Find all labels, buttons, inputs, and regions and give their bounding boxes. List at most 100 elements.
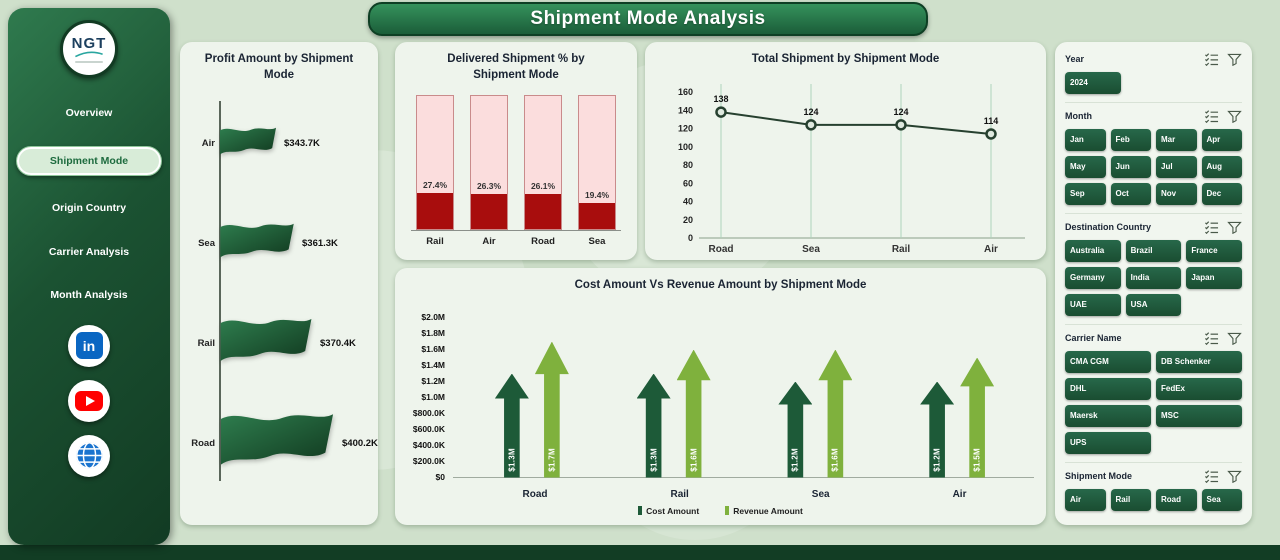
data-point-road[interactable]: [714, 105, 727, 118]
youtube-icon[interactable]: [68, 379, 110, 422]
checklist-icon[interactable]: [1204, 220, 1219, 234]
filter-funnel-icon[interactable]: [1227, 221, 1242, 234]
filter-funnel-icon[interactable]: [1227, 470, 1242, 483]
filter-option-air[interactable]: Air: [1065, 489, 1106, 511]
cost-amount-arrow-air[interactable]: $1.2M: [920, 381, 955, 478]
delivered-baseline: [411, 230, 621, 232]
filter-option-india[interactable]: India: [1125, 267, 1182, 289]
filter-option-usa[interactable]: USA: [1125, 294, 1182, 316]
app-logo: NGT: [60, 20, 118, 78]
filter-section-header: Month: [1065, 109, 1242, 123]
revenue-amount-arrow-sea[interactable]: $1.6M: [818, 349, 853, 478]
filter-option-cma-cgm[interactable]: CMA CGM: [1065, 351, 1151, 373]
filter-option-sep[interactable]: Sep: [1065, 183, 1106, 205]
data-point-sea[interactable]: [804, 118, 817, 131]
filter-option-nov[interactable]: Nov: [1156, 183, 1197, 205]
filter-option-oct[interactable]: Oct: [1110, 183, 1151, 205]
y-tick-label: $400.0K: [412, 439, 445, 450]
y-tick-label: $1.2M: [421, 375, 445, 386]
filter-option-2024[interactable]: 2024: [1065, 72, 1121, 94]
sidebar-item-carrier-analysis[interactable]: Carrier Analysis: [48, 245, 130, 258]
filter-option-uae[interactable]: UAE: [1065, 294, 1121, 316]
filter-option-jun[interactable]: Jun: [1110, 156, 1151, 178]
delivered-bar-air[interactable]: 26.3%: [470, 95, 508, 231]
revenue-amount-arrow-air[interactable]: $1.5M: [960, 357, 995, 478]
filter-option-aug[interactable]: Aug: [1201, 156, 1242, 178]
filter-option-feb[interactable]: Feb: [1110, 129, 1151, 151]
checklist-icon[interactable]: [1204, 469, 1219, 483]
linkedin-icon[interactable]: in: [68, 324, 110, 367]
funnel-row-air[interactable]: Air $343.7K: [180, 93, 378, 193]
arrow-group-sea: $1.2M $1.6M: [778, 349, 853, 478]
filter-funnel-icon[interactable]: [1227, 110, 1242, 123]
filter-option-maersk[interactable]: Maersk: [1065, 405, 1151, 427]
filter-option-jan[interactable]: Jan: [1065, 129, 1106, 151]
svg-text:0: 0: [687, 233, 692, 243]
filter-option-dec[interactable]: Dec: [1201, 183, 1242, 205]
y-tick-label: $200.0K: [412, 455, 445, 466]
y-tick-label: $1.0M: [421, 391, 445, 402]
legend-label: Revenue Amount: [733, 505, 803, 516]
filter-funnel-icon[interactable]: [1227, 332, 1242, 345]
delivered-bar-rail[interactable]: 27.4%: [416, 95, 454, 231]
arrow-value-label: $1.6M: [830, 447, 840, 472]
data-point-rail[interactable]: [894, 118, 907, 131]
funnel-row-sea[interactable]: Sea $361.3K: [180, 193, 378, 293]
svg-text:60: 60: [682, 178, 692, 188]
data-point-air[interactable]: [984, 127, 997, 140]
filter-option-db-schenker[interactable]: DB Schenker: [1156, 351, 1242, 373]
delivered-bar-road[interactable]: 26.1%: [524, 95, 562, 231]
filter-option-brazil[interactable]: Brazil: [1125, 240, 1182, 262]
filter-option-fedex[interactable]: FedEx: [1156, 378, 1242, 400]
sidebar-item-origin-country[interactable]: Origin Country: [51, 202, 127, 214]
profit-flag-sea[interactable]: [219, 219, 295, 267]
filter-option-australia[interactable]: Australia: [1065, 240, 1121, 262]
filter-option-may[interactable]: May: [1065, 156, 1106, 178]
filter-option-ups[interactable]: UPS: [1065, 432, 1151, 454]
filter-section-label: Month: [1065, 111, 1092, 121]
filter-option-dhl[interactable]: DHL: [1065, 378, 1151, 400]
delivered-value-label: 19.4%: [584, 190, 610, 201]
checklist-icon[interactable]: [1204, 109, 1219, 123]
cost-amount-arrow-sea[interactable]: $1.2M: [778, 381, 813, 478]
filter-option-sea[interactable]: Sea: [1201, 489, 1242, 511]
delivered-bar-sea[interactable]: 19.4%: [578, 95, 616, 231]
filter-option-mar[interactable]: Mar: [1156, 129, 1197, 151]
funnel-row-rail[interactable]: Rail $370.4K: [180, 293, 378, 393]
filter-option-apr[interactable]: Apr: [1201, 129, 1242, 151]
sidebar-item-shipment-mode[interactable]: Shipment Mode: [16, 145, 162, 176]
arrow-value-label: $1.3M: [507, 447, 517, 472]
filter-option-jul[interactable]: Jul: [1156, 156, 1197, 178]
sidebar-item-month-analysis[interactable]: Month Analysis: [50, 289, 128, 301]
arrow-category-label: Sea: [811, 488, 830, 500]
checklist-icon[interactable]: [1204, 52, 1219, 66]
website-globe-icon[interactable]: [68, 434, 110, 477]
filter-funnel-icon[interactable]: [1227, 53, 1242, 66]
profit-flag-air[interactable]: [219, 124, 277, 162]
y-tick-label: $1.8M: [421, 327, 445, 338]
filter-option-msc[interactable]: MSC: [1156, 405, 1242, 427]
filter-option-france[interactable]: France: [1186, 240, 1242, 262]
x-axis-baseline: [453, 476, 1034, 478]
cost-amount-arrow-rail[interactable]: $1.3M: [636, 373, 671, 478]
arrow-groups: $1.3M $1.7M $1.3M $1.6M $1.2M $1.6M $1.2M $1.5M: [461, 318, 1028, 478]
filter-options: Jan Feb Mar Apr May Jun Jul Aug Sep Oct Nov Dec: [1065, 129, 1242, 205]
filter-option-japan[interactable]: Japan: [1186, 267, 1242, 289]
revenue-amount-arrow-rail[interactable]: $1.6M: [676, 349, 711, 478]
arrow-group-air: $1.2M $1.5M: [920, 357, 995, 478]
filter-option-road[interactable]: Road: [1156, 489, 1197, 511]
checklist-icon[interactable]: [1204, 331, 1219, 345]
profit-flag-rail[interactable]: [219, 313, 313, 373]
cost-amount-arrow-road[interactable]: $1.3M: [494, 373, 529, 478]
funnel-row-road[interactable]: Road $400.2K: [180, 393, 378, 493]
filter-section-month: Month Jan Feb Mar Apr May Jun Jul Aug Sep Oct Nov De…: [1065, 102, 1242, 213]
sidebar-item-overview[interactable]: Overview: [65, 107, 113, 119]
funnel-category-label: Air: [201, 137, 215, 149]
profit-panel: Profit Amount by Shipment Mode Air $343.7…: [180, 42, 378, 525]
profit-flag-road[interactable]: [219, 407, 335, 479]
filter-option-germany[interactable]: Germany: [1065, 267, 1121, 289]
revenue-amount-arrow-road[interactable]: $1.7M: [534, 341, 569, 478]
funnel-value-label: $343.7K: [284, 137, 320, 149]
total-shipment-line-chart[interactable]: 0 20 40 60 80 100 120 140 160 Road Sea Rail Air 138 12…: [651, 70, 1041, 255]
filter-option-rail[interactable]: Rail: [1110, 489, 1151, 511]
